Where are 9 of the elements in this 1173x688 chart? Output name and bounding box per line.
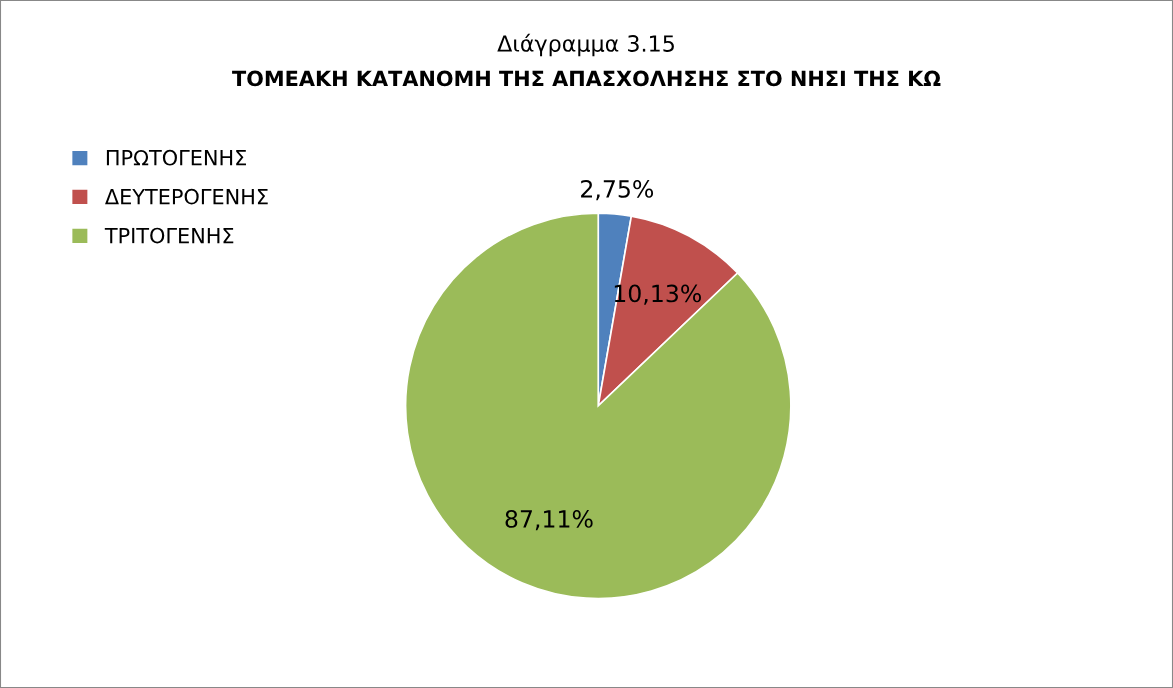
legend-label: ΠΡΩΤΟΓΕΝΗΣ <box>106 149 246 166</box>
data-label: 87,11% <box>505 510 593 531</box>
legend-label: ΔΕΥΤΕΡΟΓΕΝΗΣ <box>105 188 268 205</box>
legend-label: ΤΡΙΤΟΓΕΝΗΣ <box>104 227 234 244</box>
chart-subtitle: ΤΟΜΕΑΚΗ ΚΑΤΑΝΟΜΗ ΤΗΣ ΑΠΑΣΧΟΛΗΣΗΣ ΣΤΟ ΝΗΣΙ ΤΗΣ ΚΩ <box>232 70 941 87</box>
chart-title: Διάγραμμα 3.15 <box>497 33 674 57</box>
pie-slice <box>597 215 739 407</box>
data-label: 2,75% <box>581 179 654 201</box>
pie-slice <box>404 212 792 600</box>
